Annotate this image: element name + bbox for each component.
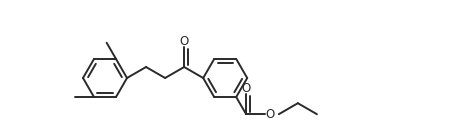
Text: O: O xyxy=(180,35,189,48)
Text: O: O xyxy=(241,82,251,95)
Text: O: O xyxy=(265,108,274,121)
